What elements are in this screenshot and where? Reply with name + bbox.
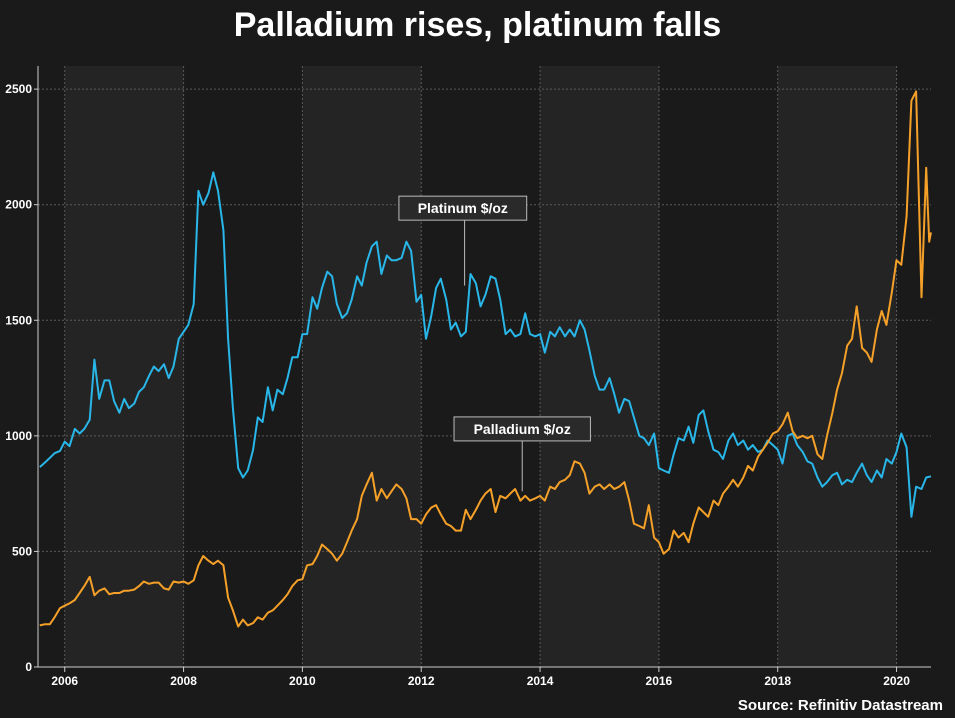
palladium-line	[39, 90, 932, 628]
x-tick-label: 2012	[408, 674, 435, 688]
platinum-label-text: Platinum $/oz	[418, 200, 508, 216]
x-tick-label: 2020	[883, 674, 910, 688]
x-tick-label: 2014	[527, 674, 554, 688]
platinum-label-box	[398, 195, 528, 221]
background-band	[777, 66, 897, 667]
x-tick-label: 2006	[51, 674, 78, 688]
gridlines	[38, 66, 931, 667]
series-labels: Platinum $/oz Palladium $/oz	[398, 195, 591, 492]
y-tick-label: 1000	[5, 429, 32, 443]
y-tick-label: 500	[12, 544, 32, 558]
x-tick-label: 2016	[646, 674, 673, 688]
background-bands	[64, 66, 897, 667]
palladium-label-text: Palladium $/oz	[474, 421, 571, 437]
x-tick-label: 2018	[764, 674, 791, 688]
y-tick-label: 2000	[5, 198, 32, 212]
axes: 0 500 1000 1500 2000 2500 2006 2008 2010 2012 2014…	[5, 66, 931, 688]
chart-title: Palladium rises, platinum falls	[233, 6, 722, 44]
y-tick-label: 0	[25, 660, 32, 674]
source-note: Source: Refinitiv Datastream	[737, 697, 943, 714]
x-tick-label: 2008	[170, 674, 197, 688]
series-lines	[39, 90, 932, 628]
palladium-label-box	[453, 416, 591, 442]
background-band	[540, 66, 659, 667]
y-tick-label: 1500	[5, 313, 32, 327]
x-tick-label: 2010	[289, 674, 316, 688]
background-band	[302, 66, 422, 667]
y-tick-label: 2500	[5, 82, 32, 96]
platinum-line	[39, 171, 932, 518]
